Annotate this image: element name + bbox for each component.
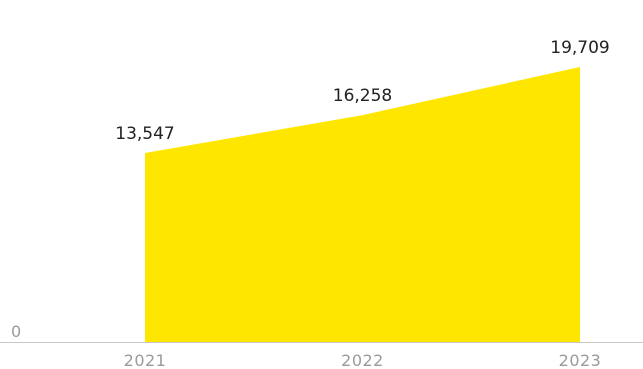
y-tick-label-0: 0 (11, 322, 22, 341)
plot-area (145, 66, 580, 343)
x-tick-label-2022: 2022 (341, 351, 384, 369)
area-series (145, 66, 580, 343)
data-label-2022: 16,258 (333, 86, 392, 106)
data-label-2021: 13,547 (115, 124, 174, 144)
data-labels: 13,547 16,258 19,709 (115, 38, 609, 144)
data-label-2023: 19,709 (550, 38, 609, 58)
x-axis: 2021 2022 2023 0 (0, 322, 643, 369)
x-tick-label-2021: 2021 (124, 351, 167, 369)
x-tick-label-2023: 2023 (559, 351, 602, 369)
